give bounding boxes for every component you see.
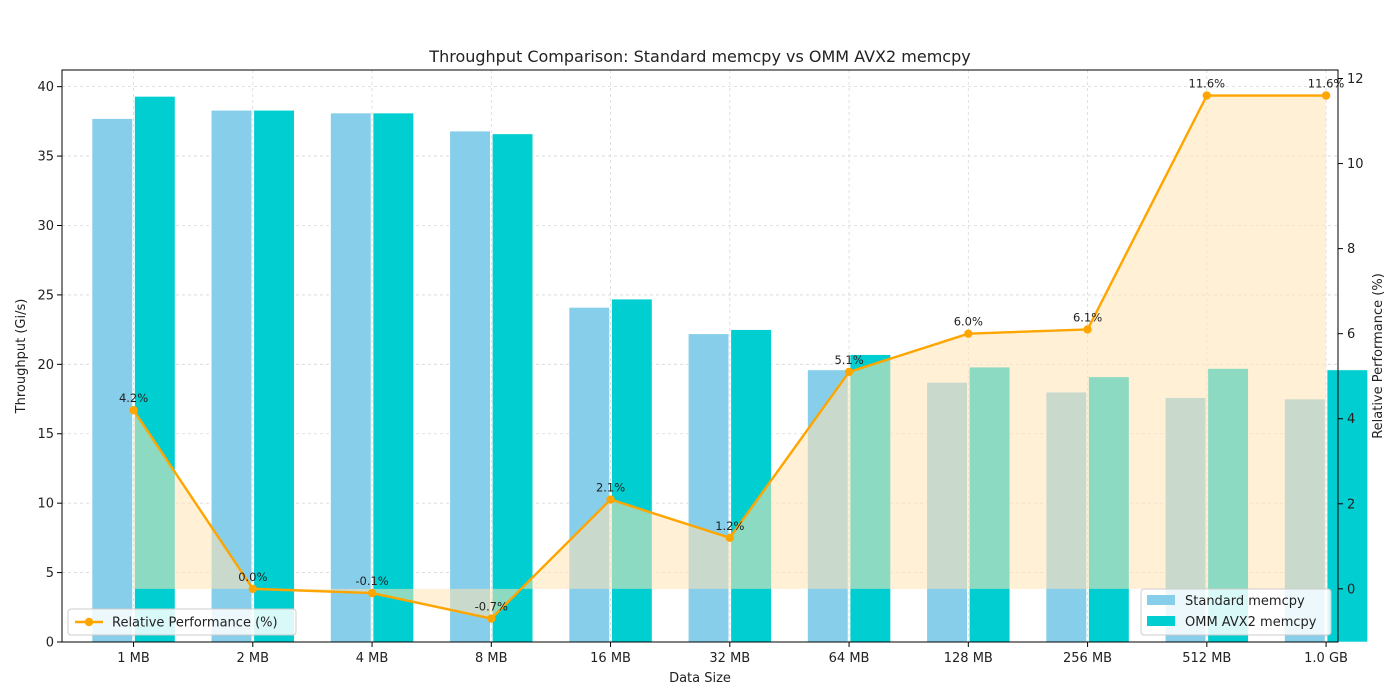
relative-performance-point bbox=[1321, 91, 1331, 100]
bar-omm-avx2-memcpy bbox=[730, 329, 772, 643]
y-axis-title: Throughput (Gi/s) bbox=[14, 299, 29, 415]
legend-box bbox=[1140, 588, 1332, 636]
legend-line-marker bbox=[84, 617, 94, 627]
relative-performance-area bbox=[133, 95, 1327, 619]
y-tick-label: 5 bbox=[46, 566, 54, 581]
relative-performance-label: -0.1% bbox=[355, 574, 388, 588]
legend-swatch-omm-avx2-memcpy bbox=[1147, 616, 1175, 626]
y2-tick-label: 8 bbox=[1347, 242, 1355, 257]
legend-bars: Standard memcpy OMM AVX2 memcpy bbox=[1140, 588, 1332, 636]
bar-omm-avx2-memcpy bbox=[253, 109, 295, 643]
x-tick-label: 128 MB bbox=[944, 651, 993, 666]
relative-performance-label: 11.6% bbox=[1189, 77, 1226, 91]
relative-performance-label: 11.6% bbox=[1308, 77, 1345, 91]
x-tick-label: 8 MB bbox=[475, 651, 508, 666]
y2-tick-label: 6 bbox=[1347, 327, 1355, 342]
relative-performance-label: 1.2% bbox=[715, 519, 744, 533]
y2-axis-title: Relative Performance (%) bbox=[1371, 273, 1386, 439]
y2-tick-label: 10 bbox=[1347, 157, 1364, 172]
relative-performance-point bbox=[487, 614, 496, 623]
y-tick-label: 35 bbox=[37, 150, 54, 165]
y-tick-label: 30 bbox=[37, 219, 54, 234]
x-tick-label: 256 MB bbox=[1063, 651, 1112, 666]
x-tick-label: 1 MB bbox=[117, 651, 150, 666]
y2-tick-label: 4 bbox=[1347, 412, 1355, 427]
relative-performance-point bbox=[725, 533, 735, 543]
y-tick-label: 20 bbox=[37, 358, 54, 373]
legend-label: Relative Performance (%) bbox=[112, 616, 278, 631]
bar-omm-avx2-memcpy bbox=[372, 112, 414, 643]
x-tick-label: 2 MB bbox=[237, 651, 270, 666]
relative-performance-point bbox=[248, 584, 258, 594]
bar-omm-avx2-memcpy bbox=[1326, 369, 1368, 643]
relative-performance-point bbox=[844, 367, 854, 377]
y-axis-ticks: 0 5 10 15 20 25 30 35 40 bbox=[37, 80, 62, 651]
relative-performance-label: 0.0% bbox=[238, 570, 267, 584]
bar-standard-memcpy bbox=[687, 333, 730, 643]
relative-performance-point bbox=[964, 329, 973, 338]
x-tick-label: 1.0 GB bbox=[1304, 651, 1348, 666]
x-tick-label: 32 MB bbox=[709, 651, 750, 666]
legend-swatch-standard-memcpy bbox=[1147, 595, 1175, 605]
relative-performance-point bbox=[367, 588, 377, 598]
relative-performance-point bbox=[1202, 91, 1212, 100]
legend-box bbox=[67, 608, 297, 636]
x-axis-title: Data Size bbox=[669, 671, 731, 686]
y2-axis-ticks: 0 2 4 6 8 10 12 bbox=[1338, 72, 1364, 597]
bar-standard-memcpy bbox=[91, 118, 133, 643]
y-tick-label: 10 bbox=[37, 497, 54, 512]
relative-performance-point bbox=[129, 406, 138, 415]
x-axis-ticks: 1 MB 2 MB 4 MB 8 MB 16 MB 32 MB 64 MB 128 MB 256… bbox=[117, 642, 1348, 666]
bar-standard-memcpy bbox=[210, 109, 253, 643]
y2-tick-label: 0 bbox=[1347, 582, 1355, 597]
relative-performance-points: 4.2% 0.0% -0.1% -0.7% 2.1% 1.2% 5.1% 6.0% 6.1% 11… bbox=[119, 77, 1344, 623]
plot-frame bbox=[61, 69, 1339, 643]
x-tick-label: 16 MB bbox=[590, 651, 631, 666]
relative-performance-point bbox=[606, 495, 615, 504]
y2-tick-label: 12 bbox=[1347, 72, 1364, 87]
y-tick-label: 25 bbox=[37, 288, 54, 303]
bar-omm-avx2-memcpy bbox=[611, 298, 653, 643]
y-tick-label: 40 bbox=[37, 80, 54, 95]
legend-label: OMM AVX2 memcpy bbox=[1185, 615, 1317, 630]
relative-performance-label: 2.1% bbox=[596, 481, 625, 495]
legend-relative-performance: Relative Performance (%) bbox=[67, 608, 297, 636]
bar-standard-memcpy bbox=[330, 112, 372, 643]
y-tick-label: 0 bbox=[46, 636, 54, 651]
legend-label: Standard memcpy bbox=[1185, 594, 1305, 609]
bar-omm-avx2-memcpy bbox=[492, 133, 534, 643]
bar-standard-memcpy bbox=[449, 130, 491, 643]
bar-standard-memcpy bbox=[568, 307, 610, 643]
relative-performance-label: 5.1% bbox=[834, 353, 863, 367]
x-tick-label: 64 MB bbox=[829, 651, 870, 666]
x-tick-label: 512 MB bbox=[1182, 651, 1231, 666]
relative-performance-point bbox=[1083, 325, 1092, 334]
relative-performance-label: 4.2% bbox=[119, 391, 148, 405]
chart-title: Throughput Comparison: Standard memcpy v… bbox=[428, 47, 970, 66]
y2-tick-label: 2 bbox=[1347, 497, 1355, 512]
relative-performance-label: 6.1% bbox=[1073, 310, 1102, 324]
relative-performance-label: 6.0% bbox=[954, 315, 983, 329]
x-tick-label: 4 MB bbox=[356, 651, 389, 666]
y-tick-label: 15 bbox=[37, 427, 54, 442]
relative-performance-label: -0.7% bbox=[475, 600, 508, 614]
